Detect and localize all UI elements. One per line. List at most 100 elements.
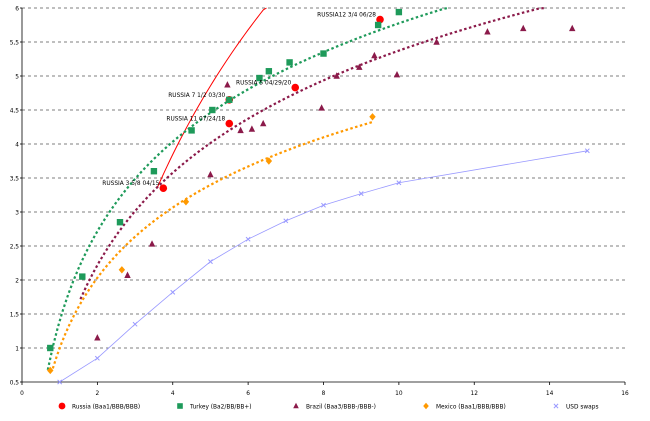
trend-layer — [46, 6, 588, 383]
trendline-brazil — [79, 6, 546, 300]
x-tick-label: 4 — [171, 389, 175, 397]
legend-label-russia: Russia (Baa1/BBB/BBB) — [72, 403, 140, 411]
trendline-mexico — [51, 120, 373, 369]
data-point-brazil — [433, 38, 440, 45]
data-point-turkey — [395, 8, 403, 16]
legend-item-brazil: Brazil (Baa3/BBB-/BBB-) — [293, 403, 376, 411]
data-point-brazil — [237, 126, 244, 134]
data-point-usd_swaps — [170, 289, 176, 295]
bond-annotation: RUSSIA 3 5/8 04/15 — [102, 179, 159, 187]
grid-layer — [22, 7, 625, 349]
legend-marker-brazil — [293, 402, 299, 409]
legend-marker-mexico — [423, 402, 429, 410]
data-point-brazil — [124, 271, 131, 278]
y-tick-label: 4,5 — [10, 107, 20, 115]
x-tick-label: 12 — [471, 389, 479, 397]
legend-label-mexico: Mexico (Baa1/BBB/BBB) — [436, 403, 506, 411]
data-point-brazil — [260, 119, 267, 127]
data-point-usd_swaps — [396, 180, 402, 186]
data-point-russia — [225, 119, 234, 128]
data-point-usd_swaps — [94, 355, 100, 361]
axis-layer: 0,5 1 1,5 2 2,5 3 3,5 4 4,5 5 5,5 6 0 2 4 6 8 10 12 14 16 — [10, 5, 629, 398]
data-point-mexico — [182, 198, 190, 206]
y-tick-label: 0,5 — [10, 379, 20, 387]
legend-label-brazil: Brazil (Baa3/BBB-/BBB-) — [306, 403, 376, 411]
legend-item-turkey: Turkey (Ba2/BB/BB+) — [177, 403, 252, 411]
data-point-turkey — [226, 96, 233, 103]
annotation-layer: RUSSIA12 3/4 06/28 RUSSIA 5 04/29/20 RUSSI… — [102, 11, 376, 188]
data-point-brazil — [148, 240, 156, 247]
legend-marker-russia — [58, 402, 66, 410]
data-point-turkey — [286, 59, 293, 66]
point-layer — [47, 8, 590, 385]
x-tick-label: 2 — [96, 389, 100, 397]
data-point-brazil — [520, 24, 527, 32]
data-point-mexico — [265, 157, 273, 165]
data-point-turkey — [265, 68, 273, 75]
legend-label-turkey: Turkey (Ba2/BB/BB+) — [189, 403, 252, 411]
data-point-brazil — [224, 81, 231, 88]
y-tick-label: 1,5 — [10, 311, 20, 319]
y-tick-label: 5 — [15, 73, 19, 81]
data-point-brazil — [94, 334, 101, 341]
data-point-turkey — [116, 219, 124, 226]
x-tick-label: 14 — [546, 389, 554, 397]
data-point-brazil — [356, 63, 363, 70]
data-point-turkey — [47, 344, 54, 352]
y-tick-label: 4 — [15, 141, 19, 149]
legend-item-mexico: Mexico (Baa1/BBB/BBB) — [423, 403, 506, 411]
bond-annotation: RUSSIA 5 04/29/20 — [236, 79, 291, 87]
data-point-turkey — [374, 21, 382, 29]
trendline-russia — [157, 7, 267, 188]
x-tick-label: 6 — [246, 389, 250, 397]
legend: Russia (Baa1/BBB/BBB) Turkey (Ba2/BB/BB+)… — [58, 402, 599, 411]
bond-annotation: RUSSIA12 3/4 06/28 — [317, 11, 376, 19]
x-tick-label: 16 — [621, 389, 629, 397]
data-point-russia — [159, 184, 168, 192]
data-point-russia — [291, 83, 300, 92]
data-point-turkey — [209, 106, 216, 114]
data-point-usd_swaps — [584, 148, 590, 154]
legend-item-usd_swaps: USD swaps — [553, 403, 599, 411]
data-point-turkey — [320, 50, 327, 57]
bond-annotation: RUSSIA 7 1/2 03/30 — [168, 91, 225, 99]
data-point-turkey — [188, 127, 195, 134]
data-point-brazil — [484, 28, 491, 35]
y-tick-label: 2 — [15, 277, 19, 285]
y-tick-label: 3,5 — [10, 175, 20, 183]
data-point-brazil — [248, 125, 256, 132]
data-point-usd_swaps — [245, 236, 251, 242]
y-tick-label: 2,5 — [10, 243, 20, 251]
legend-label-usd_swaps: USD swaps — [566, 403, 599, 411]
y-tick-label: 6 — [15, 5, 19, 13]
data-point-brazil — [569, 24, 576, 32]
data-point-usd_swaps — [57, 379, 63, 385]
data-point-brazil — [393, 70, 401, 78]
data-point-turkey — [79, 273, 86, 280]
data-point-usd_swaps — [358, 191, 364, 197]
bond-annotation: RUSSIA 11 07/24/18 — [166, 115, 225, 123]
data-point-mexico — [47, 366, 54, 375]
data-point-mexico — [369, 113, 376, 121]
legend-marker-turkey — [177, 403, 183, 409]
data-point-turkey — [256, 74, 263, 82]
data-point-usd_swaps — [207, 259, 213, 265]
x-tick-label: 0 — [20, 389, 24, 397]
data-point-brazil — [207, 170, 214, 178]
data-point-russia — [376, 15, 384, 24]
data-point-turkey — [150, 168, 158, 175]
y-tick-label: 3 — [15, 209, 19, 217]
data-point-mexico — [118, 266, 126, 274]
data-point-usd_swaps — [321, 202, 326, 208]
data-point-usd_swaps — [283, 218, 289, 224]
x-tick-label: 10 — [395, 389, 403, 397]
y-tick-label: 1 — [15, 345, 19, 353]
x-tick-label: 8 — [322, 389, 326, 397]
legend-marker-usd_swaps — [553, 403, 559, 409]
trendline-turkey — [46, 6, 449, 371]
data-point-brazil — [318, 104, 325, 111]
y-tick-label: 5,5 — [10, 39, 20, 47]
data-point-usd_swaps — [132, 321, 138, 327]
